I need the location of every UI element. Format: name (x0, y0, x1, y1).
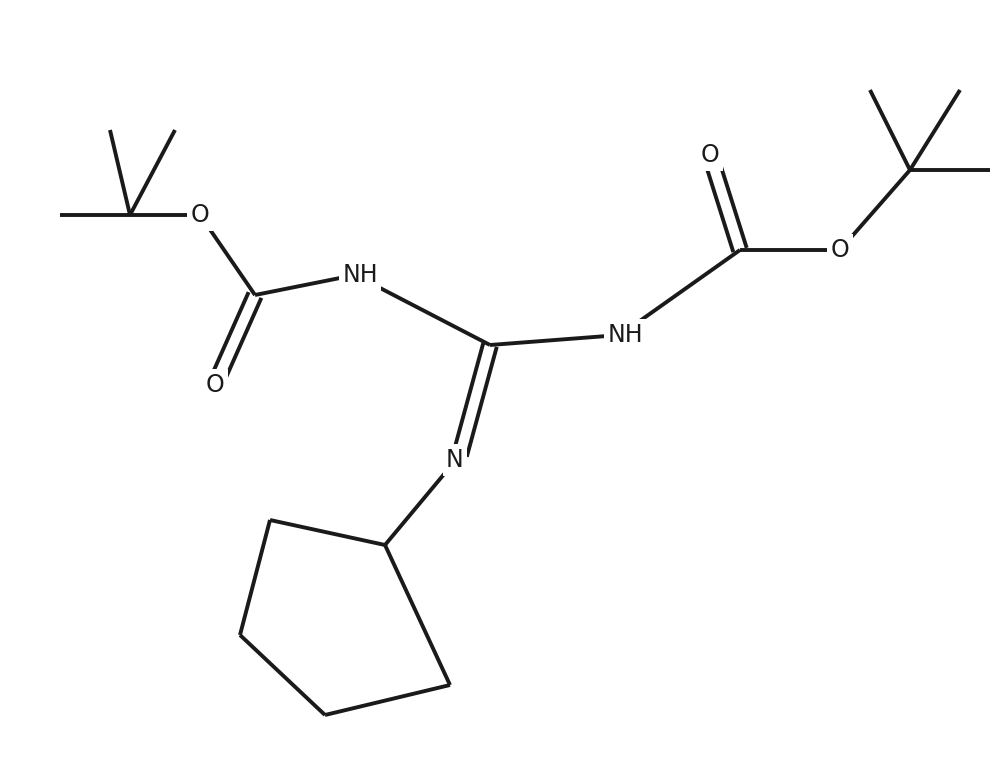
Text: O: O (831, 238, 849, 262)
Text: O: O (191, 203, 209, 227)
Text: NH: NH (607, 323, 643, 347)
Text: NH: NH (342, 263, 378, 287)
Text: O: O (701, 143, 719, 167)
Text: N: N (446, 448, 464, 472)
Text: O: O (206, 373, 224, 397)
